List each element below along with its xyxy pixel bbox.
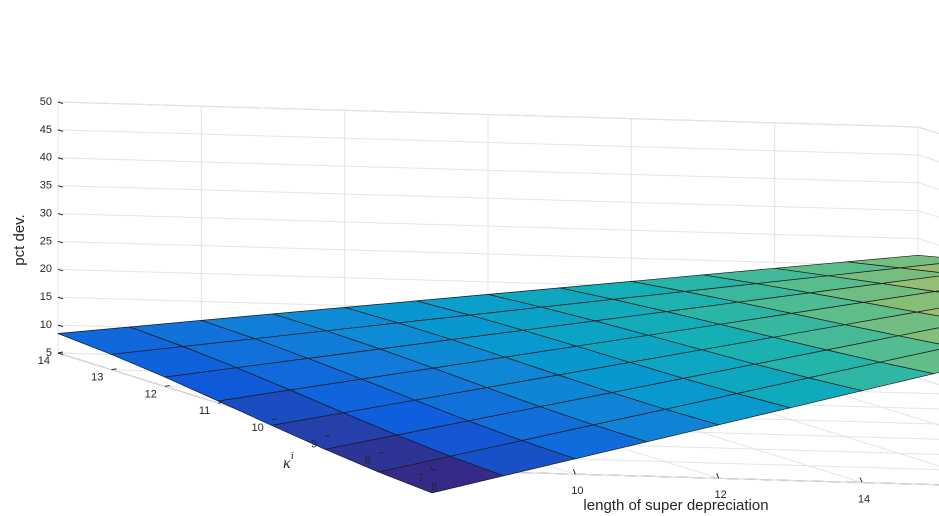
y-tick-label: 14 — [38, 355, 50, 367]
y-tick-label: 12 — [145, 388, 157, 400]
z-tick-label: 10 — [40, 319, 52, 331]
grid-line-z-right — [917, 154, 939, 162]
z-tick-label: 5 — [46, 347, 52, 359]
y-tick-mark — [271, 418, 277, 421]
surface-patch — [378, 455, 505, 494]
grid-line-z-right — [917, 377, 939, 386]
z-tick-mark — [57, 240, 64, 244]
y-tick-mark — [111, 368, 117, 371]
grid-line-z-right — [917, 126, 939, 135]
grid-line-x-floor — [917, 377, 939, 386]
z-tick-label: 50 — [40, 96, 52, 108]
z-tick-mark — [57, 324, 64, 328]
y-axis-label: κi — [283, 450, 294, 472]
y-tick-mark — [218, 401, 224, 404]
z-tick-label: 35 — [40, 180, 52, 192]
x-tick-label: 8 — [431, 481, 437, 493]
y-tick-label: 13 — [91, 372, 103, 384]
y-tick-label: 8 — [364, 455, 370, 467]
z-tick-mark — [57, 268, 64, 272]
y-tick-mark — [431, 468, 438, 471]
z-tick-mark — [57, 213, 64, 216]
x-tick-label: 14 — [858, 493, 870, 505]
y-tick-label: 10 — [251, 422, 263, 434]
y-tick-mark — [57, 351, 64, 354]
box-edge-top-right — [917, 126, 939, 135]
z-tick-mark — [57, 157, 64, 160]
z-tick-label: 20 — [40, 263, 52, 275]
y-axis-label-superscript: i — [291, 450, 294, 462]
tick-labels: 5101520253035404550789101112131481012141… — [38, 96, 870, 506]
z-tick-label: 15 — [40, 291, 52, 303]
surface-mesh — [57, 254, 939, 494]
x-tick-mark — [429, 464, 433, 471]
x-tick-mark — [859, 477, 863, 483]
z-tick-mark — [57, 185, 64, 188]
y-tick-label: 11 — [199, 405, 210, 417]
x-axis-label: length of super depreciation — [583, 497, 768, 514]
x-tick-mark — [572, 468, 576, 475]
z-tick-mark — [57, 129, 64, 132]
y-tick-label: 7 — [418, 472, 424, 484]
y-tick-mark — [164, 384, 170, 387]
z-axis-label: pct dev. — [11, 214, 28, 265]
y-axis-label-symbol: κ — [283, 455, 291, 472]
z-tick-mark — [57, 101, 64, 104]
y-tick-mark — [325, 435, 331, 438]
z-tick-label: 40 — [40, 152, 52, 164]
y-tick-label: 9 — [311, 438, 317, 450]
z-tick-label: 25 — [40, 235, 52, 247]
z-tick-mark — [57, 296, 64, 300]
x-tick-label: 10 — [571, 485, 583, 497]
z-tick-label: 30 — [40, 207, 52, 219]
x-tick-label: 12 — [715, 489, 727, 501]
z-tick-label: 45 — [40, 124, 52, 136]
y-tick-mark — [378, 451, 384, 454]
x-tick-mark — [716, 473, 720, 479]
